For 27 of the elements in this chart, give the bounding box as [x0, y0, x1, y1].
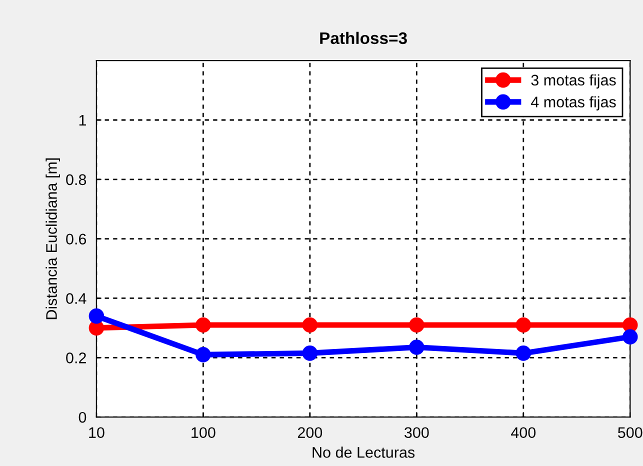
y-tick-label: 0.6 [66, 234, 86, 245]
point [516, 317, 532, 333]
y-axis-title: Distancia Euclidiana [m] [46, 158, 60, 320]
x-tick-label: 400 [511, 427, 536, 438]
point [409, 340, 424, 355]
y-tick-label: 0.8 [66, 174, 86, 186]
legend-label: 3 motas fijas [531, 74, 616, 89]
point [302, 317, 318, 333]
point [516, 346, 532, 361]
chart-title: Pathloss=3 [320, 32, 407, 44]
x-tick-label: 10 [89, 427, 104, 438]
x-tick-label: 300 [404, 427, 429, 438]
legend-label: 4 motas fijas [530, 96, 616, 110]
y-tick-label: 0.4 [66, 293, 86, 304]
x-tick-label: 200 [298, 427, 322, 438]
point [409, 317, 424, 333]
x-tick-label: 100 [192, 427, 216, 438]
x-axis-title: No de Lecturas [312, 446, 415, 458]
point [196, 347, 211, 362]
point [622, 329, 638, 344]
point [302, 346, 318, 361]
y-tick-label: 1 [79, 115, 86, 126]
point [196, 317, 211, 333]
y-tick-label: 0.2 [66, 352, 86, 364]
point [88, 308, 104, 324]
y-tick-label: 0 [78, 412, 86, 423]
x-tick-label: 500 [618, 427, 642, 438]
